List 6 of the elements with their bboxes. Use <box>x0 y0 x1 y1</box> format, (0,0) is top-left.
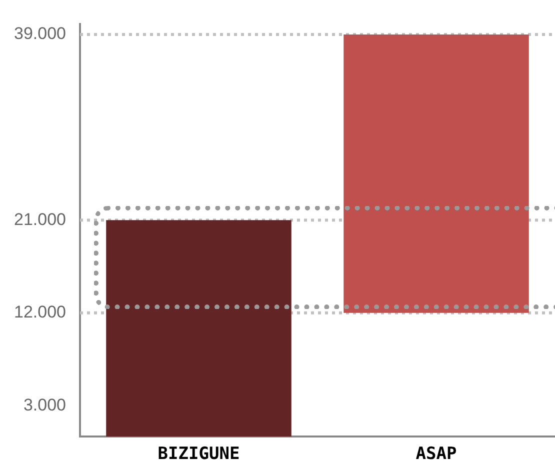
x-tick-label: ASAP <box>416 444 457 464</box>
y-tick-label: 12.000 <box>14 302 66 322</box>
y-tick-label: 21.000 <box>14 210 66 229</box>
x-tick-label: BIZIGUNE <box>158 444 240 464</box>
y-tick-label: 3.000 <box>23 395 66 414</box>
y-tick-label: 39.000 <box>14 24 66 44</box>
